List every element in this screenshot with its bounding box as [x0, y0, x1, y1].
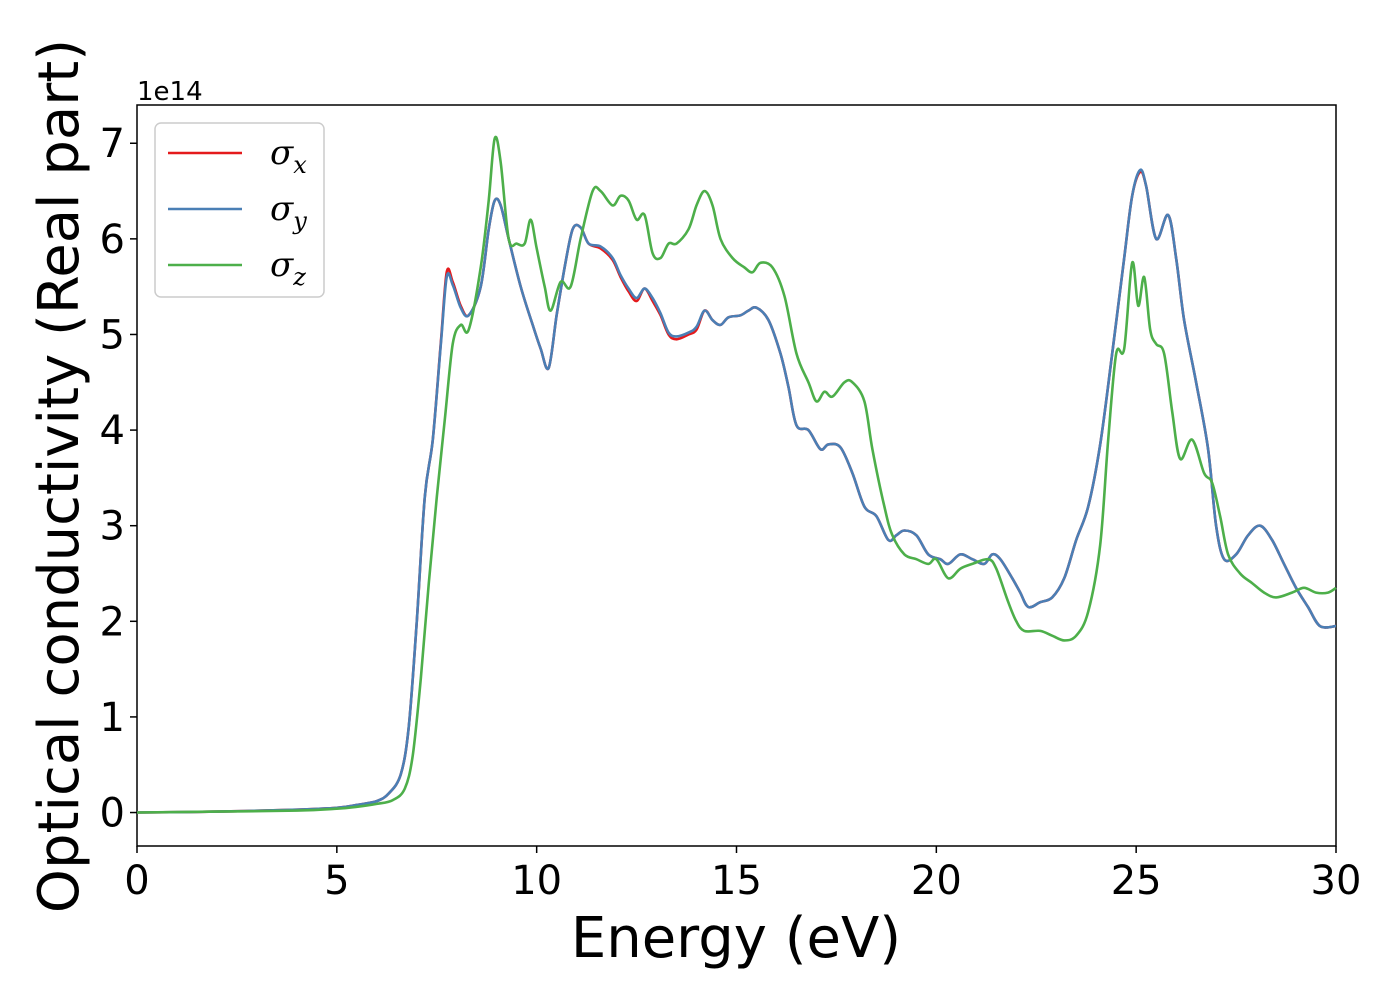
y-tick-label: 1 [100, 695, 125, 741]
x-tick-label: 20 [911, 858, 962, 904]
y-tick-label: 7 [100, 121, 125, 167]
y-tick-label: 6 [100, 217, 125, 263]
y-axis: 0 1 2 3 4 5 6 7 [100, 121, 137, 837]
legend-label-y: σy [270, 189, 307, 235]
legend-symbol: σ [270, 245, 294, 285]
y-offset-label: 1e14 [137, 77, 203, 107]
legend-label-x: σx [270, 133, 307, 179]
y-tick-label: 5 [100, 312, 125, 358]
y-tick-label: 0 [100, 791, 125, 837]
x-tick-label: 25 [1111, 858, 1162, 904]
x-tick-label: 0 [124, 858, 149, 904]
legend-subscript: y [292, 207, 307, 235]
series-layer [136, 135, 1337, 814]
x-axis-label: Energy (eV) [571, 906, 901, 971]
x-axis: 0 5 10 15 20 25 30 [124, 846, 1361, 904]
x-tick-label: 5 [324, 858, 349, 904]
series-line-z [136, 135, 1337, 814]
series-line-y [136, 168, 1337, 814]
y-tick-label: 4 [100, 408, 125, 454]
y-tick-label: 2 [100, 599, 125, 645]
legend-symbol: σ [270, 189, 294, 229]
legend-symbol: σ [270, 133, 294, 173]
y-tick-label: 3 [100, 504, 125, 550]
legend-label-z: σz [270, 245, 306, 291]
y-axis-label: Optical conductivity (Real part) [27, 39, 92, 913]
x-tick-label: 30 [1311, 858, 1362, 904]
legend-subscript: z [292, 263, 306, 291]
legend-subscript: x [293, 151, 307, 179]
x-tick-label: 15 [711, 858, 762, 904]
x-tick-label: 10 [511, 858, 562, 904]
